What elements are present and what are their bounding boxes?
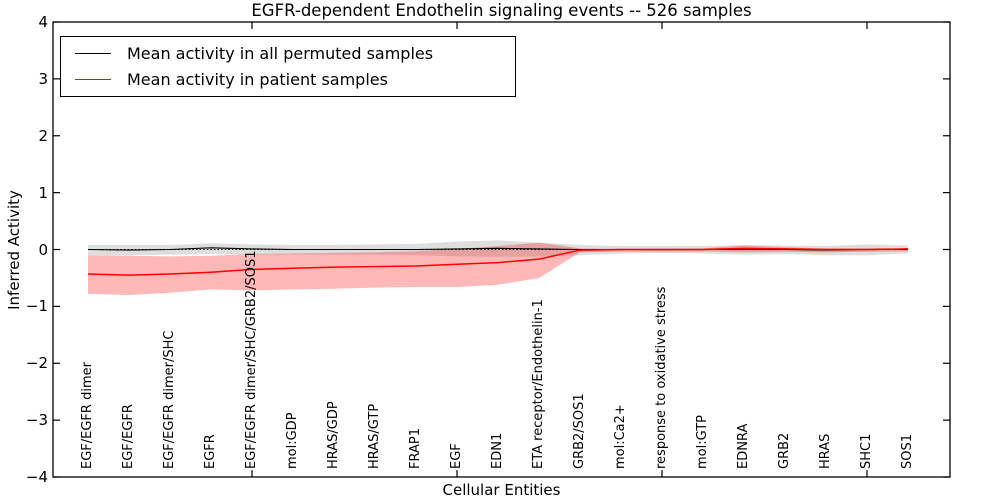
- patient-line-swatch: [75, 79, 111, 81]
- x-category-label: HRAS: [818, 433, 833, 469]
- x-category-label: mol:Ca2+: [613, 404, 628, 469]
- x-category-label: FRAP1: [408, 428, 423, 469]
- y-tick-label: −2: [25, 354, 48, 373]
- x-axis-label: Cellular Entities: [442, 481, 561, 499]
- legend-label-patient: Mean activity in patient samples: [127, 70, 388, 90]
- x-category-label: HRAS/GTP: [367, 403, 382, 469]
- y-tick-label: 4: [38, 13, 48, 31]
- x-category-label: SOS1: [900, 433, 915, 469]
- y-tick-label: 0: [38, 240, 48, 259]
- permuted-line-swatch: [75, 52, 111, 54]
- permuted-mean-line: [87, 247, 908, 251]
- x-category-label: mol:GTP: [695, 415, 710, 469]
- x-category-label: HRAS/GDP: [326, 401, 341, 469]
- x-category-label: EGF/EGFR: [121, 404, 136, 469]
- legend-entry-permuted: Mean activity in all permuted samples: [61, 40, 515, 66]
- patient-mean-line: [87, 247, 909, 276]
- patient-band: [88, 242, 908, 295]
- x-category-label: EGF: [449, 443, 464, 469]
- x-category-label: EGFR: [203, 434, 218, 469]
- x-category-label: response to oxidative stress: [654, 286, 669, 469]
- y-tick-label: 3: [38, 69, 48, 88]
- x-category-label: GRB2/SOS1: [572, 393, 587, 469]
- legend: Mean activity in all permuted samples Me…: [60, 36, 516, 97]
- x-category-label: EGF/EGFR dimer/SHC/GRB2/SOS1: [244, 250, 259, 470]
- y-tick-label: −3: [25, 411, 48, 430]
- x-category-label: EGF/EGFR dimer/SHC: [162, 330, 177, 469]
- x-category-label: EGF/EGFR dimer: [80, 362, 95, 469]
- y-tick-label: −1: [25, 297, 48, 316]
- plot-frame: [52, 21, 951, 478]
- y-tick-label: 1: [38, 183, 48, 202]
- legend-entry-patient: Mean activity in patient samples: [61, 67, 515, 93]
- x-category-label: SHC1: [859, 433, 874, 469]
- chart-title: EGFR-dependent Endothelin signaling even…: [251, 1, 752, 20]
- y-tick-label: 2: [38, 126, 48, 145]
- x-category-label: EDN1: [490, 432, 505, 469]
- x-category-label: EDNRA: [736, 423, 751, 469]
- x-category-label: mol:GDP: [285, 412, 300, 469]
- x-category-label: GRB2: [777, 432, 792, 469]
- x-category-label: ETA receptor/Endothelin-1: [531, 299, 546, 469]
- legend-label-permuted: Mean activity in all permuted samples: [127, 43, 434, 63]
- y-tick-label: −4: [25, 468, 48, 486]
